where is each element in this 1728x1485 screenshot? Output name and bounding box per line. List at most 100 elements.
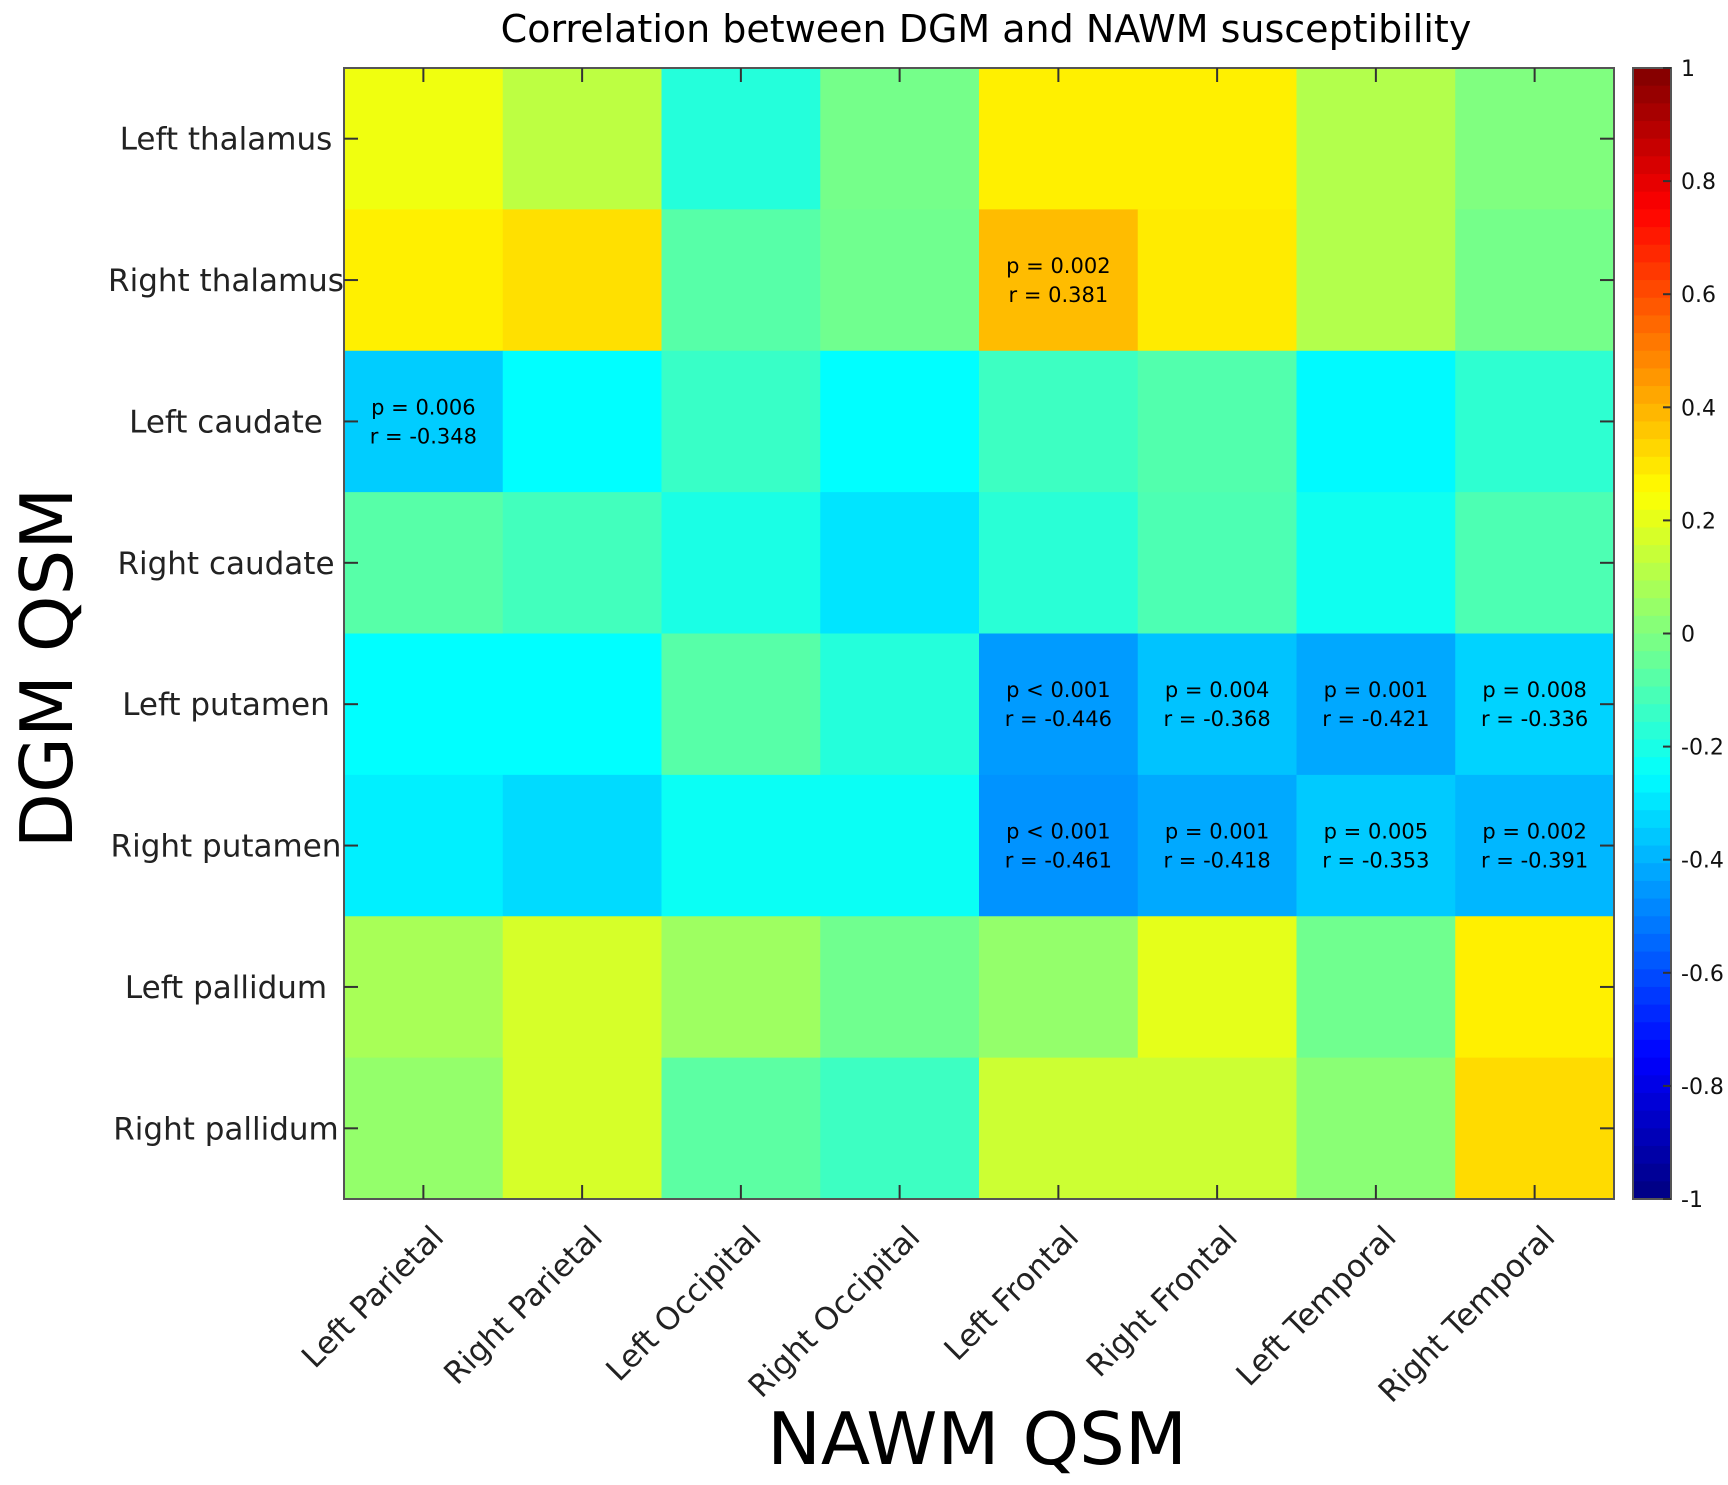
row-label-left-thalamus: Left thalamus: [120, 122, 333, 158]
colorbar: 1 0.8 0.6 0.4 0.2 0 -0.2 -0.4 -0.6 -0.8 -1: [1632, 57, 1724, 1213]
heatmap-cell-left-pallidum-right-parietal: [502, 916, 663, 1059]
heatmap-cell-right-thalamus-right-temporal: [1455, 209, 1615, 352]
colorbar-segment: [1633, 1075, 1671, 1094]
colorbar-segment: [1633, 933, 1671, 953]
col-label-right-parietal: Right Parietal: [437, 1219, 610, 1392]
colorbar-segment: [1633, 262, 1671, 281]
colorbar-segment: [1633, 704, 1671, 723]
heatmap-cell-right-pallidum-left-frontal: [979, 1057, 1139, 1200]
heatmap-cell-left-pallidum-right-frontal: [1137, 916, 1298, 1059]
colorbar-segment: [1633, 757, 1671, 776]
heatmap-cell-right-putamen-left-temporal: [1296, 774, 1456, 917]
annotation-p-value: p < 0.001: [1006, 678, 1110, 702]
colorbar-segment: [1633, 315, 1671, 334]
heatmap-cell-right-caudate-left-temporal: [1296, 492, 1456, 635]
colorbar-tick-label: 0.8: [1681, 170, 1716, 195]
heatmap-cell-right-pallidum-right-occipital: [820, 1057, 980, 1200]
plot-frame: [343, 67, 1615, 1200]
colorbar-tick-label: -0.6: [1681, 962, 1724, 987]
row-label-right-putamen: Right putamen: [111, 829, 342, 865]
colorbar-segment: [1633, 598, 1671, 617]
colorbar-segment: [1633, 421, 1671, 440]
colorbar-segment: [1633, 474, 1671, 493]
heatmap-cell-right-thalamus-left-parietal: [344, 209, 504, 352]
row-label-left-caudate: Left caudate: [129, 404, 323, 440]
colorbar-segment: [1633, 297, 1671, 317]
colorbar-tick-label: 0.2: [1681, 509, 1716, 534]
heatmap-cell-right-thalamus-right-occipital: [820, 209, 980, 352]
heatmap-cell-left-thalamus-right-occipital: [820, 68, 980, 210]
colorbar-segment: [1633, 1092, 1671, 1112]
col-label-left-occipital: Left Occipital: [599, 1219, 768, 1388]
heatmap-cell-left-thalamus-left-frontal: [979, 68, 1139, 210]
colorbar-segment: [1633, 633, 1671, 652]
heatmap-cell-left-thalamus-left-temporal: [1296, 68, 1456, 210]
heatmap-cell-left-caudate-left-parietal: [344, 350, 504, 493]
annotation-r-value: r = -0.421: [1322, 707, 1429, 731]
colorbar-segment: [1633, 191, 1671, 210]
colorbar-tick-label: -0.8: [1681, 1075, 1724, 1100]
heatmap-cell-right-pallidum-right-parietal: [502, 1057, 663, 1200]
annotation-p-value: p = 0.004: [1165, 678, 1269, 702]
heatmap-cell-left-putamen-left-temporal: [1296, 633, 1456, 776]
heatmap-cell-left-putamen-left-parietal: [344, 633, 504, 776]
colorbar-segment: [1633, 280, 1671, 299]
colorbar-segment: [1633, 792, 1671, 811]
annotation-p-value: p = 0.008: [1482, 678, 1586, 702]
colorbar-segment: [1633, 810, 1671, 829]
annotation-r-value: r = -0.353: [1322, 849, 1429, 873]
heatmap-cell-left-pallidum-right-temporal: [1455, 916, 1615, 1059]
heatmap-cell-left-caudate-right-frontal: [1137, 350, 1298, 493]
colorbar-segment: [1633, 545, 1671, 564]
heatmap-cell-right-caudate-right-occipital: [820, 492, 980, 635]
heatmap-cell-right-caudate-left-parietal: [344, 492, 504, 635]
colorbar-segment: [1633, 863, 1671, 882]
colorbar-segment: [1633, 845, 1671, 864]
heatmap-cell-right-thalamus-left-occipital: [661, 209, 821, 352]
heatmap-cell-left-pallidum-left-parietal: [344, 916, 504, 1059]
col-label-left-temporal: Left Temporal: [1229, 1219, 1403, 1393]
colorbar-segment: [1633, 951, 1671, 970]
heatmap-cell-left-thalamus-left-occipital: [661, 68, 821, 210]
heatmap-cell-right-caudate-right-parietal: [502, 492, 663, 635]
heatmap-cell-right-putamen-left-occipital: [661, 774, 821, 917]
heatmap-cell-left-putamen-left-occipital: [661, 633, 821, 776]
colorbar-tick-label: 0.4: [1681, 396, 1716, 421]
y-axis-label: DGM QSM: [5, 488, 89, 849]
colorbar-segment: [1633, 386, 1671, 405]
heatmap-cell-left-pallidum-right-occipital: [820, 916, 980, 1059]
colorbar-segment: [1633, 439, 1671, 458]
colorbar-segment: [1633, 1039, 1671, 1059]
colorbar-segment: [1633, 668, 1671, 688]
annotation-r-value: r = -0.391: [1481, 849, 1588, 873]
colorbar-segment: [1633, 492, 1671, 511]
heatmap-cell-right-caudate-left-occipital: [661, 492, 821, 635]
colorbar-segment: [1633, 368, 1671, 387]
row-label-right-pallidum: Right pallidum: [113, 1111, 339, 1147]
heatmap-cell-right-thalamus-right-parietal: [502, 209, 663, 352]
colorbar-segment: [1633, 1128, 1671, 1147]
heatmap-cell-left-caudate-right-parietal: [502, 350, 663, 493]
annotation-p-value: p = 0.002: [1482, 820, 1586, 844]
annotation-p-value: p = 0.001: [1165, 820, 1269, 844]
colorbar-segment: [1633, 651, 1671, 670]
row-label-left-pallidum: Left pallidum: [125, 970, 327, 1006]
annotation-r-value: r = 0.381: [1009, 283, 1109, 307]
colorbar-segment: [1633, 156, 1671, 175]
colorbar-segment: [1633, 227, 1671, 246]
heatmap-cell-left-caudate-left-frontal: [979, 350, 1139, 493]
annotation-p-value: p = 0.002: [1006, 254, 1110, 278]
row-label-left-putamen: Left putamen: [122, 687, 330, 723]
colorbar-segment: [1633, 615, 1671, 635]
heatmap-cell-right-pallidum-left-temporal: [1296, 1057, 1456, 1200]
heatmap-cell-right-putamen-right-occipital: [820, 774, 980, 917]
colorbar-segment: [1633, 1004, 1671, 1023]
colorbar-segment: [1633, 686, 1671, 705]
heatmap-cell-right-putamen-right-frontal: [1137, 774, 1298, 917]
colorbar-tick-label: 1: [1681, 57, 1695, 82]
chart-title: Correlation between DGM and NAWM suscept…: [501, 7, 1472, 51]
heatmap-annotations: p = 0.002 r = 0.381 p = 0.006 r = -0.348 p <…: [370, 254, 1589, 873]
heatmap-cell-left-putamen-right-temporal: [1455, 633, 1615, 776]
heatmap-cell-right-putamen-left-frontal: [979, 774, 1139, 917]
colorbar-segment: [1633, 827, 1671, 847]
